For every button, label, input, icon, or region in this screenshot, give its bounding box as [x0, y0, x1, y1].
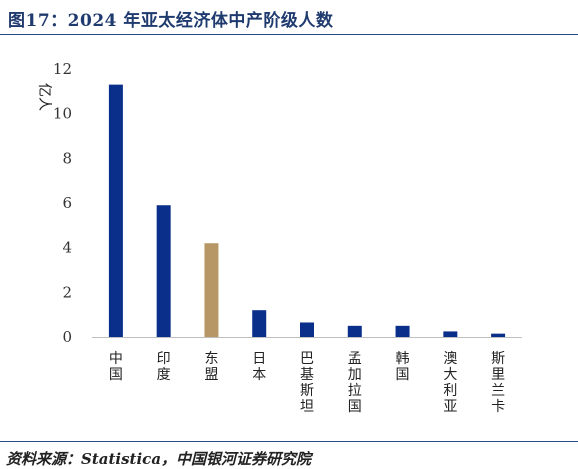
- category-label: 印度: [157, 351, 171, 383]
- bar-6: [395, 325, 410, 337]
- bar-0: [108, 84, 123, 337]
- bars: [108, 84, 506, 337]
- category-label: 澳大利亚: [443, 351, 457, 415]
- bar-4: [300, 322, 314, 337]
- category-label: 中国: [109, 351, 123, 383]
- y-tick-label: 6: [62, 194, 72, 212]
- source-divider: [0, 441, 578, 442]
- y-axis-ticks: 0 2 4 6 8 10 12: [53, 60, 72, 346]
- category-label: 孟加拉国: [348, 351, 362, 415]
- bar-1: [156, 205, 171, 337]
- category-label: 韩国: [396, 351, 410, 383]
- bar-3: [252, 310, 267, 337]
- category-label: 东盟: [204, 351, 218, 383]
- bar-5: [347, 325, 362, 337]
- y-tick-label: 12: [53, 60, 72, 78]
- y-tick-label: 8: [62, 149, 72, 167]
- bar-7: [443, 331, 458, 337]
- y-tick-label: 2: [62, 283, 72, 301]
- bar-2: [204, 243, 219, 337]
- figure-title: 图17：2024 年亚太经济体中产阶级人数: [8, 11, 334, 31]
- bar-8: [491, 333, 506, 337]
- title-divider: [0, 34, 578, 35]
- source-note: 资料来源：Statistica，中国银河证券研究院: [6, 450, 312, 468]
- category-labels: 中国 印度 东盟 日本 巴基斯坦 孟加拉国 韩国 澳大利亚 斯里兰卡: [109, 351, 505, 415]
- category-label: 巴基斯坦: [300, 351, 314, 415]
- category-label: 斯里兰卡: [491, 351, 505, 415]
- y-tick-label: 4: [62, 239, 72, 257]
- y-tick-label: 10: [53, 105, 72, 123]
- category-label: 日本: [252, 351, 266, 383]
- y-tick-label: 0: [62, 328, 72, 346]
- y-axis-label: 亿人: [36, 83, 52, 111]
